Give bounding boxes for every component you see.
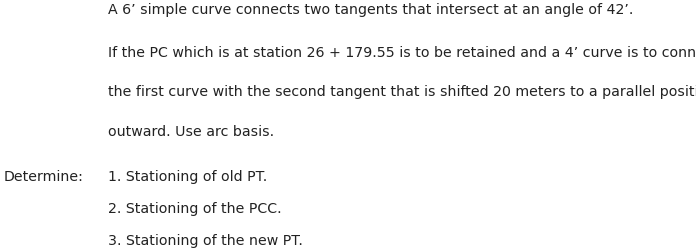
Text: A 6ʼ simple curve connects two tangents that intersect at an angle of 42ʼ.: A 6ʼ simple curve connects two tangents … [108,3,633,17]
Text: outward. Use arc basis.: outward. Use arc basis. [108,125,274,139]
Text: 3. Stationing of the new PT.: 3. Stationing of the new PT. [108,234,303,248]
Text: the first curve with the second tangent that is shifted 20 meters to a parallel : the first curve with the second tangent … [108,85,696,99]
Text: 2. Stationing of the PCC.: 2. Stationing of the PCC. [108,202,281,216]
Text: If the PC which is at station 26 + 179.55 is to be retained and a 4ʼ curve is to: If the PC which is at station 26 + 179.5… [108,46,696,60]
Text: 1. Stationing of old PT.: 1. Stationing of old PT. [108,170,267,184]
Text: Determine:: Determine: [3,170,84,184]
